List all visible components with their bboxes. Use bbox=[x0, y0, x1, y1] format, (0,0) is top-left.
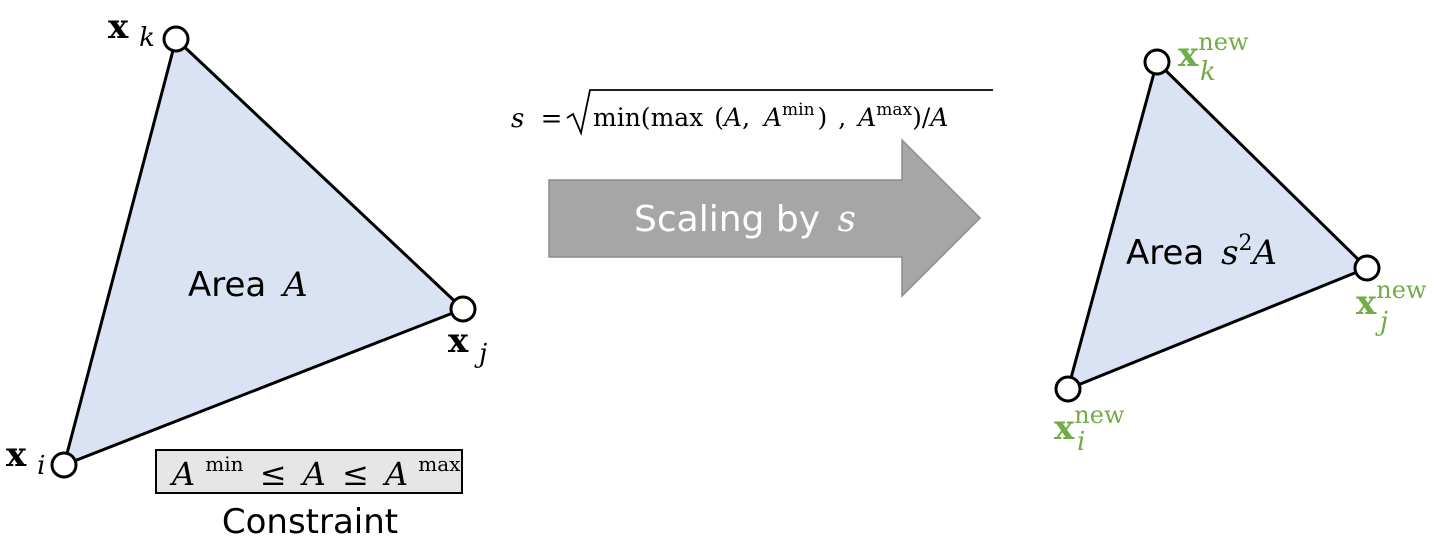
left-vertex-i bbox=[50, 451, 78, 479]
right-triangle bbox=[1066, 60, 1369, 391]
right-vertex-j bbox=[1353, 254, 1381, 282]
left-triangle bbox=[62, 37, 465, 467]
label-x-i: x i bbox=[6, 435, 45, 481]
label-x-k-new: xnew bbox=[1178, 28, 1249, 75]
left-vertex-k bbox=[162, 25, 190, 53]
label-x-i-new-sub: i bbox=[1077, 427, 1085, 457]
arrow-label: Scaling by s bbox=[634, 199, 856, 240]
right-vertex-k bbox=[1143, 48, 1171, 76]
left-vertex-j bbox=[449, 295, 477, 323]
label-x-k: x k bbox=[108, 7, 155, 53]
formula-lhs: s = bbox=[511, 104, 562, 134]
constraint-caption: Constraint bbox=[222, 502, 398, 542]
constraint-box bbox=[155, 449, 463, 494]
left-triangle-group: Area A x k x j x i bbox=[6, 7, 487, 481]
scale-formula: s = min(max (A, Amin) , Amax)/A bbox=[511, 89, 993, 137]
label-x-k-new-sub: k bbox=[1200, 57, 1216, 87]
label-x-j: x j bbox=[448, 321, 487, 369]
constraint-group: A min ≤ A ≤ A max Constraint bbox=[155, 441, 463, 542]
arrow-shape bbox=[548, 138, 982, 298]
right-area-label: Area s2A bbox=[1126, 231, 1277, 273]
scaling-arrow: Scaling by s bbox=[548, 138, 982, 298]
constraint-expression: A min ≤ A ≤ A max bbox=[169, 441, 461, 493]
label-x-j-new-sub: j bbox=[1375, 307, 1388, 337]
label-x-j-new: xnew bbox=[1356, 276, 1427, 323]
right-vertex-i bbox=[1054, 375, 1082, 403]
label-x-i-new: xnew bbox=[1054, 401, 1125, 448]
radical-sign bbox=[566, 89, 993, 137]
right-triangle-group: Area s2A xnew k xnew j xnew i bbox=[1054, 28, 1427, 457]
left-area-label: Area A bbox=[188, 265, 308, 305]
formula-body: min(max (A, Amin) , Amax)/A bbox=[593, 100, 948, 132]
